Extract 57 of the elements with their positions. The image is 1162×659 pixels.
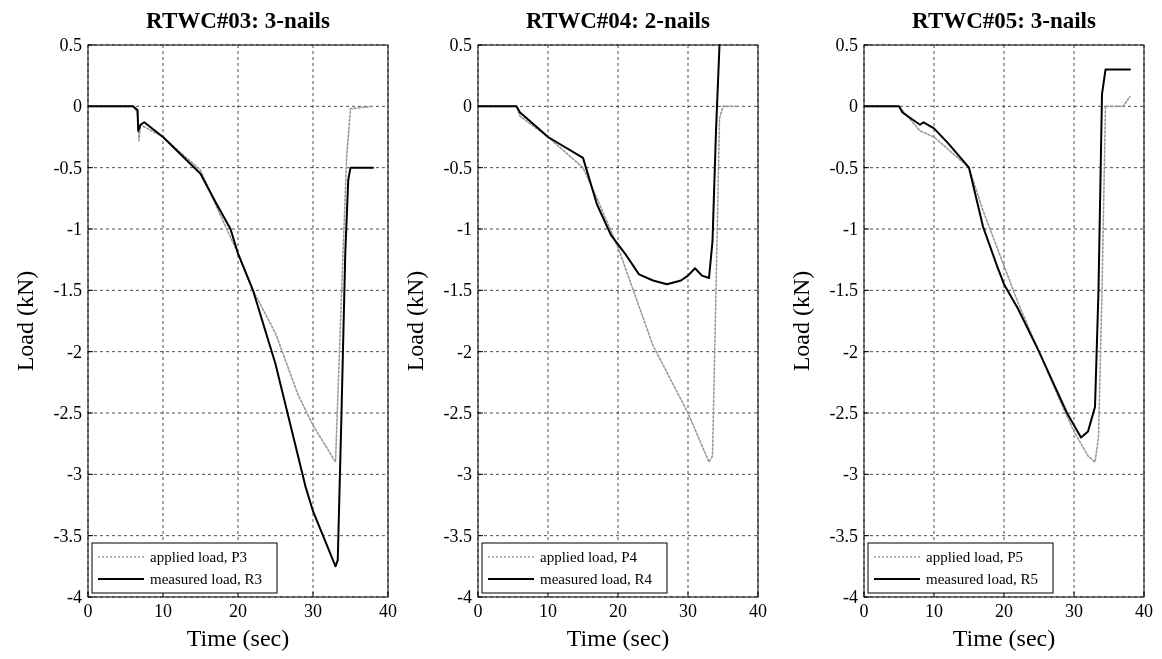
y-tick-label: -4 xyxy=(67,587,82,607)
y-tick-label: -2.5 xyxy=(443,403,472,423)
y-axis-title: Load (kN) xyxy=(788,270,814,372)
y-tick-label: -2.5 xyxy=(829,403,858,423)
y-tick-label: 0.5 xyxy=(835,35,858,55)
legend-label: applied load, P4 xyxy=(540,549,638,565)
legend-label: applied load, P5 xyxy=(926,549,1024,565)
y-tick-label: -4 xyxy=(843,587,858,607)
legend-label: measured load, R5 xyxy=(926,571,1039,587)
legend-label: applied load, P3 xyxy=(150,549,248,565)
y-tick-label: -1.5 xyxy=(829,280,858,301)
y-tick-label: -2 xyxy=(843,341,858,362)
x-tick-label: 10 xyxy=(925,601,943,621)
y-tick-label: 0.5 xyxy=(449,35,472,55)
y-tick-label: -1 xyxy=(457,219,472,239)
x-tick-label: 20 xyxy=(229,601,247,621)
y-tick-label: 0.5 xyxy=(59,35,82,55)
y-tick-label: -2.5 xyxy=(53,403,82,423)
y-axis-title: Load (kN) xyxy=(12,270,38,372)
legend-label: measured load, R4 xyxy=(540,571,653,587)
y-tick-label: -3.5 xyxy=(53,525,82,546)
legend-label: measured load, R3 xyxy=(150,571,263,587)
chart-title: RTWC#05: 3-nails xyxy=(912,8,1096,33)
x-axis-title: Time (sec) xyxy=(952,625,1056,651)
chart-title: RTWC#04: 2-nails xyxy=(526,8,710,33)
x-tick-label: 20 xyxy=(995,601,1013,621)
chart-title: RTWC#03: 3-nails xyxy=(146,8,330,33)
x-tick-label: 20 xyxy=(609,601,627,621)
y-tick-label: -3.5 xyxy=(443,525,472,546)
y-tick-label: -0.5 xyxy=(443,157,472,178)
x-tick-label: 40 xyxy=(1135,601,1153,621)
y-tick-label: -2 xyxy=(457,341,472,362)
y-tick-label: -2 xyxy=(67,341,82,362)
y-tick-label: -0.5 xyxy=(53,157,82,178)
y-tick-label: -1.5 xyxy=(443,280,472,301)
y-axis-title: Load (kN) xyxy=(402,270,428,372)
x-tick-label: 30 xyxy=(304,601,322,621)
x-tick-label: 10 xyxy=(539,601,557,621)
y-tick-label: -3 xyxy=(67,464,82,485)
x-tick-label: 40 xyxy=(379,601,397,621)
y-tick-label: -1 xyxy=(67,219,82,239)
x-axis-title: Time (sec) xyxy=(566,625,670,651)
y-tick-label: 0 xyxy=(73,96,82,117)
x-axis-title: Time (sec) xyxy=(186,625,290,651)
x-tick-label: 10 xyxy=(154,601,172,621)
x-tick-label: 30 xyxy=(1065,601,1083,621)
y-tick-label: -4 xyxy=(457,587,472,607)
y-tick-label: -0.5 xyxy=(829,157,858,178)
y-tick-label: 0 xyxy=(849,96,858,117)
x-tick-label: 40 xyxy=(749,601,767,621)
y-tick-label: -3.5 xyxy=(829,525,858,546)
y-tick-label: -3 xyxy=(457,464,472,485)
y-tick-label: -3 xyxy=(843,464,858,485)
x-tick-label: 30 xyxy=(679,601,697,621)
y-tick-label: 0 xyxy=(463,96,472,117)
y-tick-label: -1.5 xyxy=(53,280,82,301)
y-tick-label: -1 xyxy=(843,219,858,239)
